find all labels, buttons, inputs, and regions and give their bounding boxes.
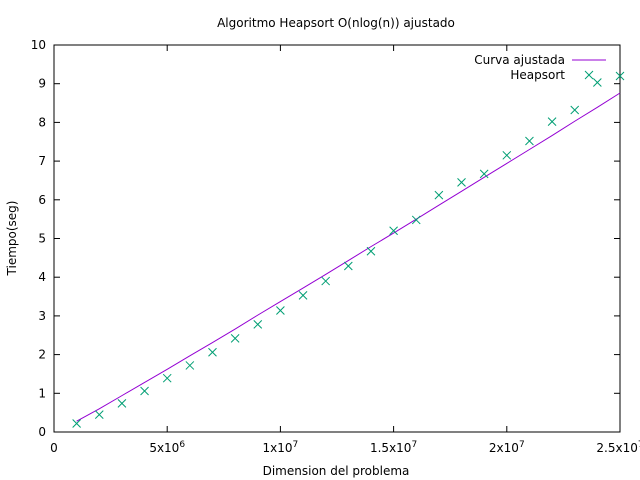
data-point <box>230 333 240 343</box>
data-point <box>208 347 217 357</box>
y-tick-label: 0 <box>38 425 46 439</box>
y-tick-label: 4 <box>38 270 46 284</box>
data-point <box>570 105 580 115</box>
data-point <box>411 215 421 225</box>
x-tick-label: 5x106 <box>149 440 185 455</box>
y-tick-label: 2 <box>38 348 46 362</box>
legend-label-curva-ajustada: Curva ajustada <box>474 53 565 67</box>
x-tick-exponent: 6 <box>179 440 185 450</box>
plot-border <box>53 44 621 433</box>
plot-frame <box>53 44 621 433</box>
data-point <box>72 419 81 428</box>
x-tick-label: 2.5x107 <box>596 440 640 455</box>
y-tick-label: 1 <box>38 386 46 400</box>
data-point <box>593 78 602 87</box>
x-tick-exponent: 7 <box>519 440 525 450</box>
x-tick-label: 1x107 <box>263 440 299 455</box>
y-tick-label: 7 <box>38 154 46 168</box>
y-tick-label: 6 <box>38 193 46 207</box>
x-tick-label: 2x107 <box>489 440 525 455</box>
y-tick-label: 10 <box>31 38 46 52</box>
data-point <box>185 361 195 370</box>
series-curva-ajustada <box>76 92 621 422</box>
data-point <box>502 150 512 160</box>
x-tick-exponent: 7 <box>411 440 417 450</box>
x-tick-exponent: 7 <box>638 440 640 450</box>
data-point <box>276 306 285 315</box>
x-tick-label: 1.5x107 <box>370 440 417 455</box>
y-axis: 0 1 2 3 4 5 6 7 8 9 10 <box>31 38 620 439</box>
data-point <box>117 399 127 408</box>
curve-line <box>76 92 621 422</box>
data-point <box>162 373 172 383</box>
legend-label-heapsort: Heapsort <box>510 68 565 82</box>
data-point <box>298 291 308 300</box>
data-point <box>366 246 376 256</box>
data-point <box>140 386 149 396</box>
y-axis-label: Tiempo(seg) <box>5 201 19 277</box>
y-tick-label: 5 <box>38 232 46 246</box>
data-point <box>389 226 398 236</box>
data-point <box>547 117 557 126</box>
data-point <box>525 136 534 146</box>
chart-title: Algoritmo Heapsort O(nlog(n)) ajustado <box>217 16 455 30</box>
data-point <box>253 320 263 329</box>
y-tick-label: 9 <box>38 77 46 91</box>
legend: Curva ajustada Heapsort <box>474 53 606 82</box>
data-point <box>94 410 104 419</box>
x-tick-label: 0 <box>50 441 58 455</box>
data-point <box>457 178 466 187</box>
data-point <box>615 71 625 81</box>
x-tick-exponent: 7 <box>293 440 299 450</box>
y-tick-label: 8 <box>38 115 46 129</box>
data-point <box>479 169 489 179</box>
legend-swatch-heapsort <box>584 70 594 80</box>
data-point <box>434 190 444 200</box>
x-axis-label: Dimension del problema <box>263 464 410 478</box>
series-heapsort <box>72 71 625 428</box>
y-tick-label: 3 <box>38 309 46 323</box>
data-point <box>343 261 353 271</box>
data-point <box>321 276 331 286</box>
x-axis: 0 5x106 1x107 1.5x107 2x107 2.5x107 <box>50 45 640 455</box>
